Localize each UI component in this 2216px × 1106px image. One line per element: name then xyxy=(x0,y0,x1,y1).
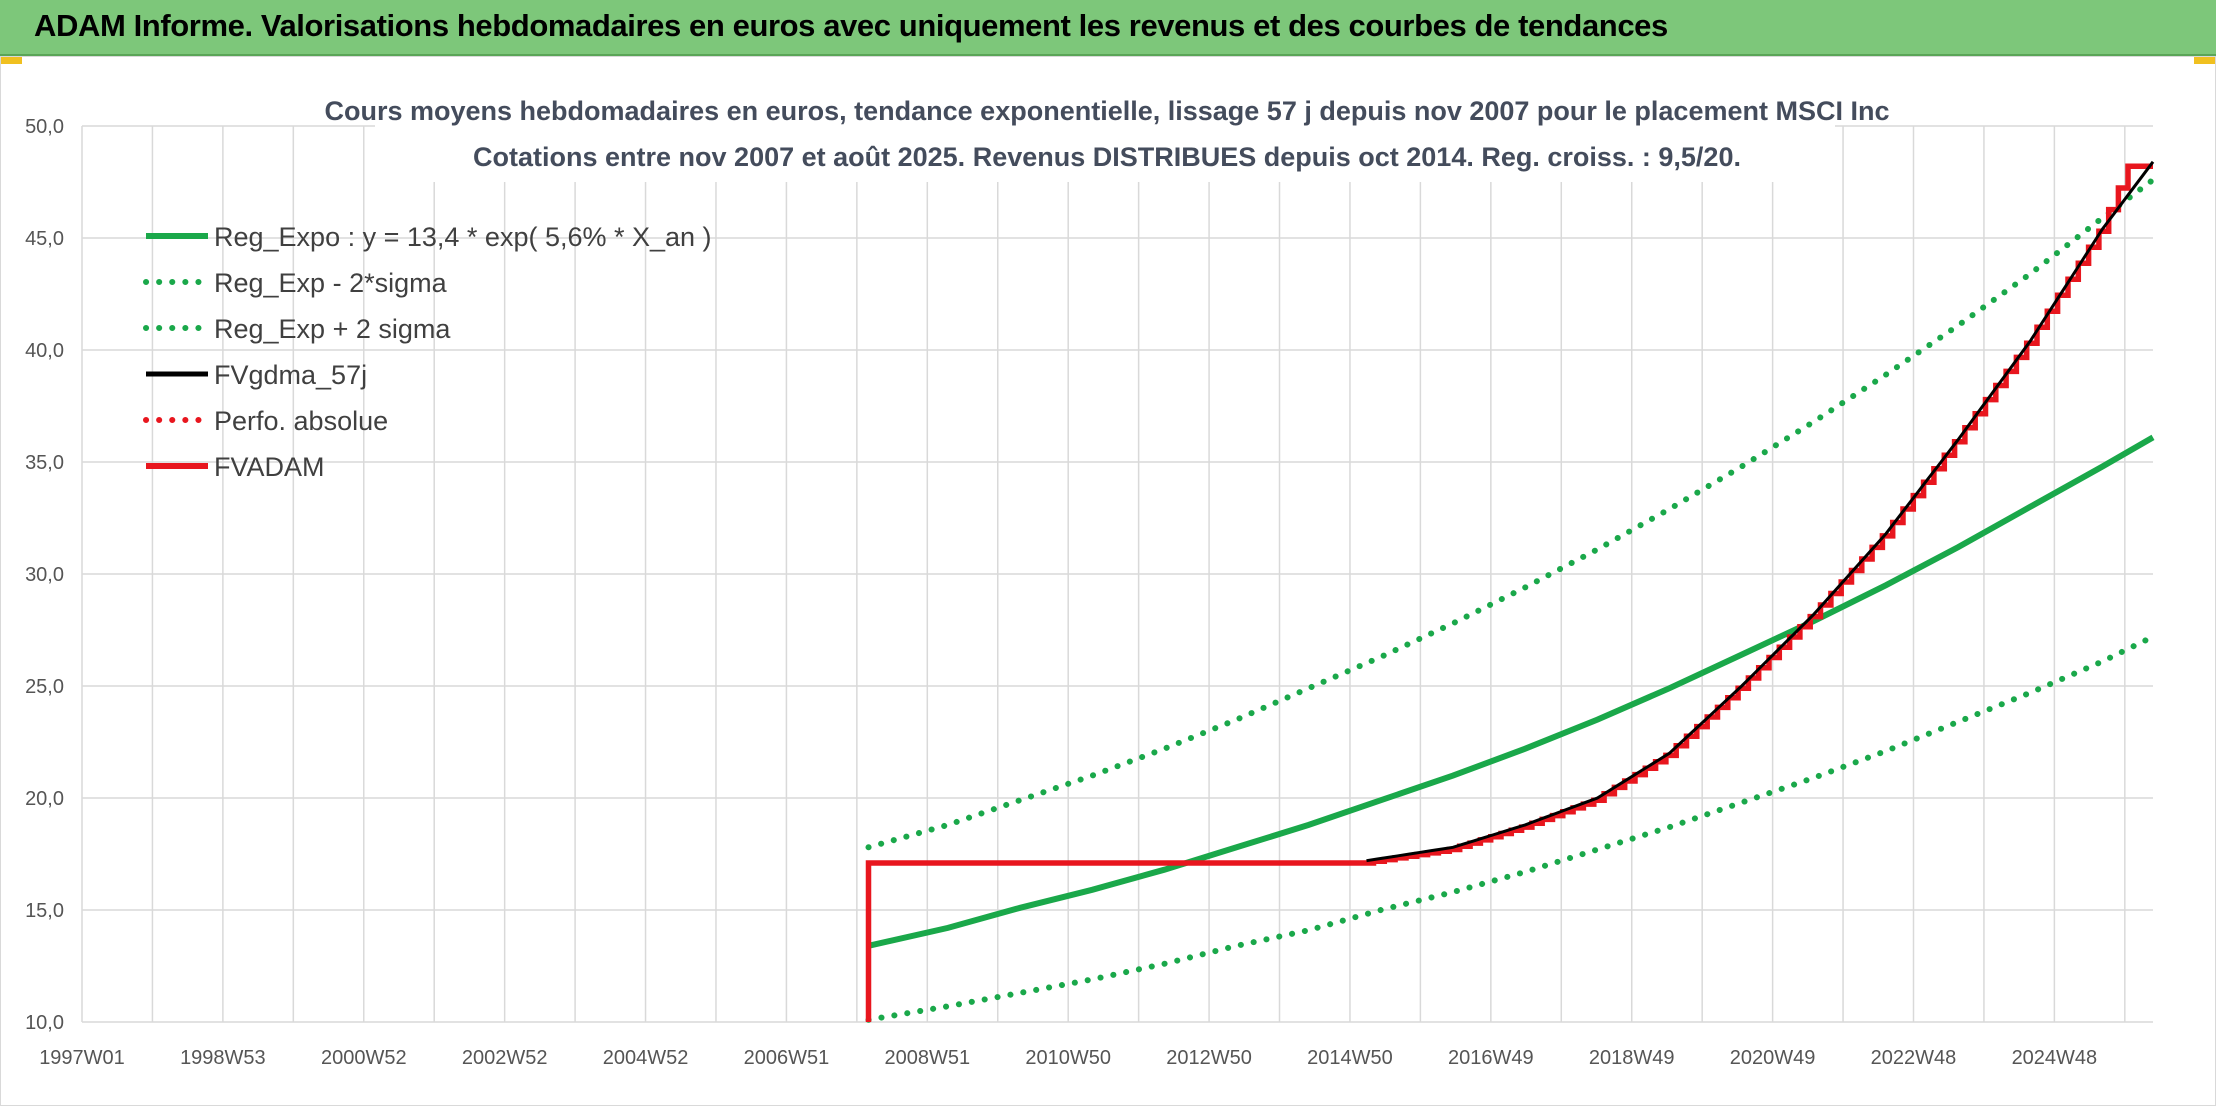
y-tick-label: 25,0 xyxy=(25,676,64,698)
legend-label: Reg_Expo : y = 13,4 * exp( 5,6% * X_an ) xyxy=(214,222,712,252)
y-tick-label: 40,0 xyxy=(25,340,64,362)
y-tick-label: 35,0 xyxy=(25,452,64,474)
title-background xyxy=(375,92,1835,182)
x-tick-label: 2002W52 xyxy=(462,1047,548,1069)
report-title: ADAM Informe. Valorisations hebdomadaire… xyxy=(34,8,1668,43)
x-axis-ticks: 1997W01 1998W53 2000W52 2002W52 2004W52 2006W… xyxy=(39,1047,2097,1069)
legend-label: Perfo. absolue xyxy=(214,406,388,436)
y-tick-label: 15,0 xyxy=(25,900,64,922)
gridlines xyxy=(81,125,2153,1023)
x-tick-label: 2010W50 xyxy=(1025,1047,1111,1069)
x-tick-label: 2014W50 xyxy=(1307,1047,1393,1069)
x-tick-label: 2006W51 xyxy=(744,1047,830,1069)
chart-subtitle: Cotations entre nov 2007 et août 2025. R… xyxy=(473,142,1741,172)
series-line-3 xyxy=(1366,160,2155,863)
legend-label: FVgdma_57j xyxy=(214,360,367,390)
legend-label: FVADAM xyxy=(214,452,325,482)
x-tick-label: 2004W52 xyxy=(603,1047,689,1069)
x-tick-label: 2022W48 xyxy=(1871,1047,1957,1069)
x-tick-label: 2024W48 xyxy=(2012,1047,2098,1069)
y-axis-ticks: 10,0 15,0 20,0 25,0 30,0 35,0 40,0 45,0 50,0 xyxy=(25,116,64,1034)
y-tick-label: 45,0 xyxy=(25,228,64,250)
y-tick-label: 30,0 xyxy=(25,564,64,586)
legend-label: Reg_Exp - 2*sigma xyxy=(214,268,448,298)
series-line-5 xyxy=(865,163,2153,1022)
x-tick-label: 1998W53 xyxy=(180,1047,266,1069)
legend: Reg_Expo : y = 13,4 * exp( 5,6% * X_an )… xyxy=(143,222,712,482)
corner-marker-left xyxy=(0,56,22,64)
chart-title: Cours moyens hebdomadaires en euros, ten… xyxy=(325,96,1890,126)
x-tick-label: 2020W49 xyxy=(1730,1047,1816,1069)
y-tick-label: 10,0 xyxy=(25,1012,64,1034)
series-line-0 xyxy=(867,434,2155,949)
x-tick-label: 2016W49 xyxy=(1448,1047,1534,1069)
y-tick-label: 50,0 xyxy=(25,116,64,138)
y-tick-label: 20,0 xyxy=(25,788,64,810)
x-tick-label: 2012W50 xyxy=(1166,1047,1252,1069)
x-tick-label: 2008W51 xyxy=(884,1047,970,1069)
legend-label: Reg_Exp + 2 sigma xyxy=(214,314,451,344)
x-tick-label: 1997W01 xyxy=(39,1047,125,1069)
report-header: ADAM Informe. Valorisations hebdomadaire… xyxy=(0,0,2216,56)
series-layer xyxy=(865,160,2156,1023)
x-tick-label: 2018W49 xyxy=(1589,1047,1675,1069)
corner-marker-right xyxy=(2194,56,2216,64)
x-tick-label: 2000W52 xyxy=(321,1047,407,1069)
series-line-2 xyxy=(865,176,2156,851)
